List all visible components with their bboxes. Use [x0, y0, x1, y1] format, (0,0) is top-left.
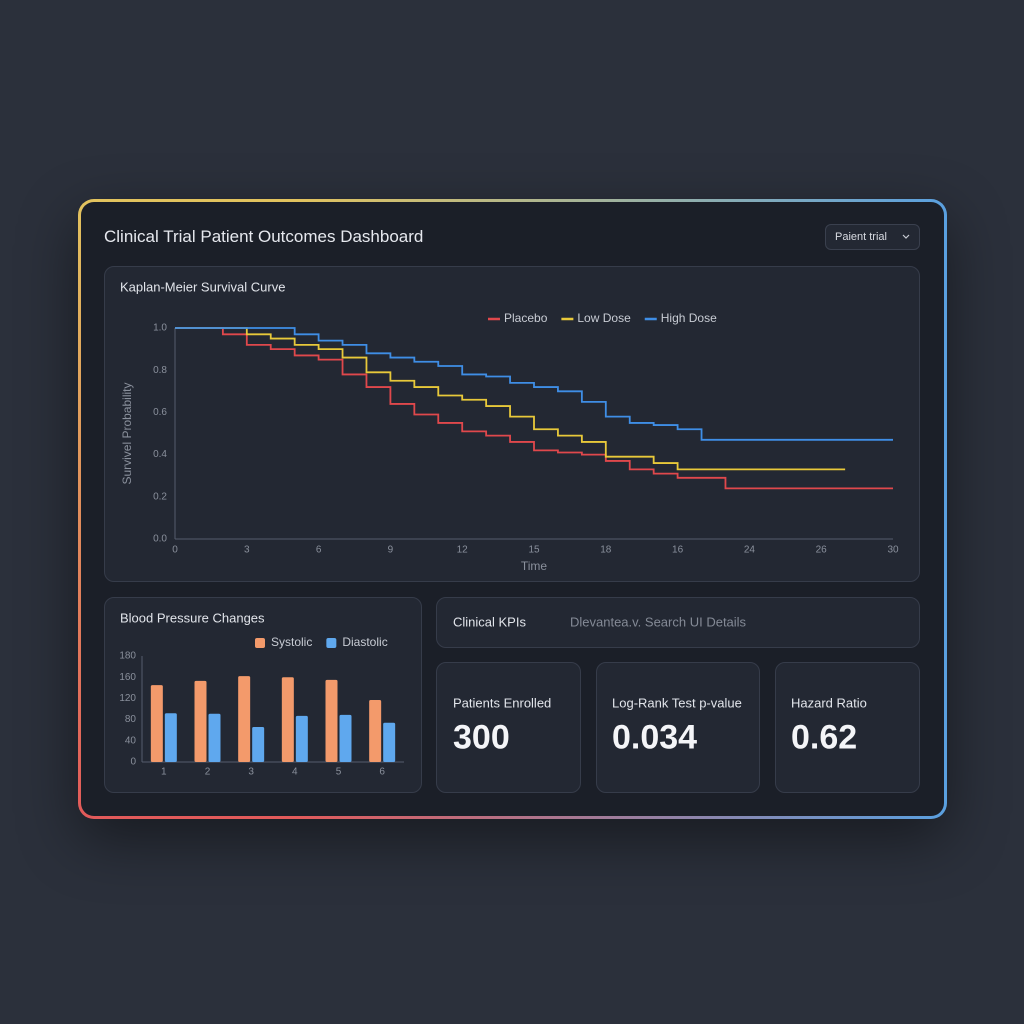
survival-panel — [104, 266, 920, 582]
trial-dropdown[interactable]: Paient trial — [825, 224, 920, 250]
kpi-value: 0.62 — [791, 718, 858, 757]
chart-title: Blood Pressure Changes — [120, 610, 265, 626]
bp-panel — [104, 597, 422, 793]
kpi-label: Log-Rank Test p-value — [612, 695, 742, 711]
kpi-title: Clinical KPIs — [453, 614, 526, 630]
kpi-value: 300 — [453, 718, 510, 757]
kpi-value: 0.034 — [612, 718, 698, 757]
search-field[interactable]: Dlevantea.v. Search UI Details — [570, 614, 747, 630]
kpi-card — [596, 662, 760, 793]
dropdown-chevron — [902, 234, 910, 239]
kpi-card — [775, 662, 920, 793]
kpi-header — [436, 597, 920, 648]
kpi-label: Patients Enrolled — [453, 695, 552, 711]
kpi-label: Hazard Ratio — [791, 695, 867, 711]
kpi-card — [436, 662, 581, 793]
dashboard-title: Clinical Trial Patient Outcomes Dashboar… — [104, 227, 424, 246]
chart-title: Kaplan-Meier Survival Curve — [120, 279, 286, 295]
dropdown-label: Paient trial — [835, 231, 887, 243]
